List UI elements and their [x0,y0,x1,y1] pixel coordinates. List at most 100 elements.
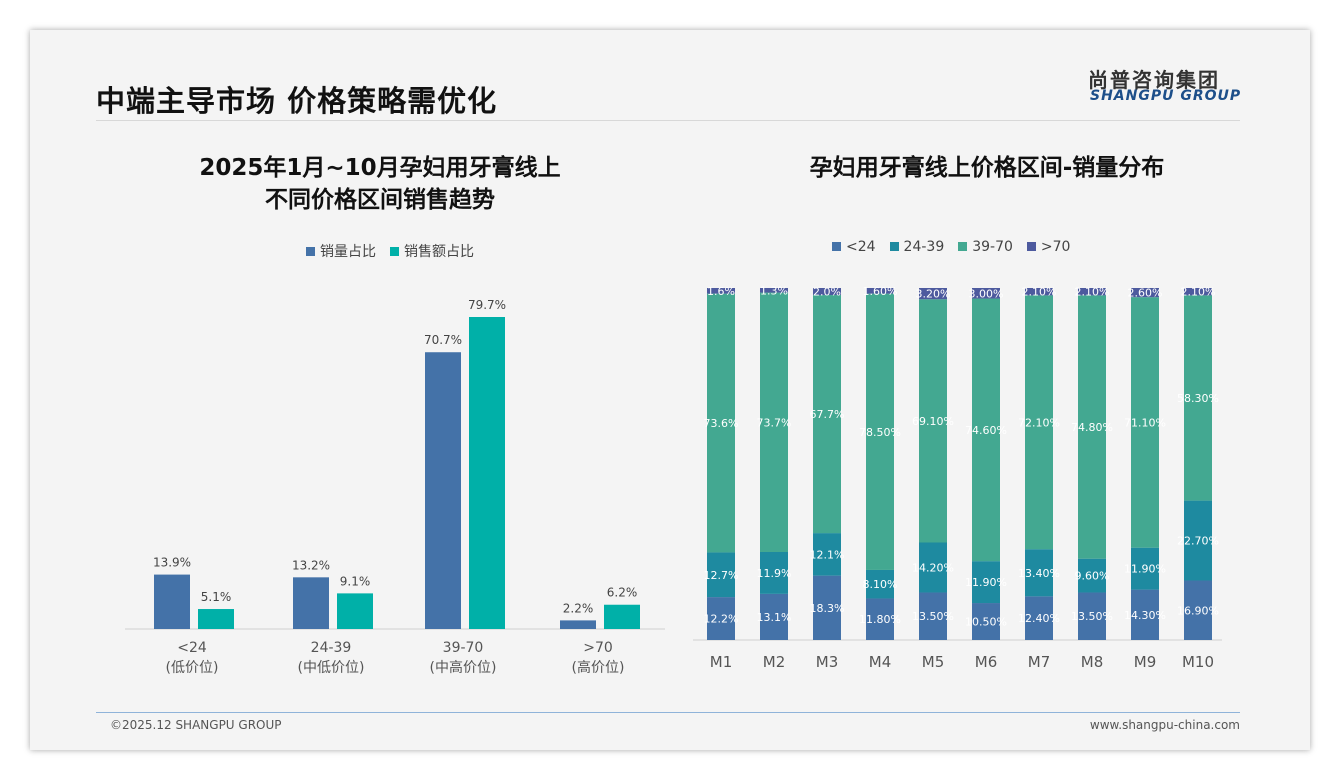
stacked-segment [866,288,894,294]
stacked-segment [972,298,1000,562]
segment-label: 1.3% [760,284,788,297]
stacked-segment [866,293,894,570]
data-label: 6.2% [607,586,638,600]
segment-label: 13.1% [757,611,792,624]
stacked-segment [1184,580,1212,640]
bar-amount [469,317,505,629]
right-chart-title: 孕妇用牙膏线上价格区间-销量分布 [809,155,1165,181]
segment-label: 2.10% [1022,286,1057,299]
segment-label: 14.20% [912,561,954,574]
segment-label: 12.2% [704,613,739,626]
x-tick-label: >70 [583,640,613,656]
legend-swatch [306,247,315,256]
footer-copyright: ©2025.12 SHANGPU GROUP [110,718,282,732]
footer-url: www.shangpu-china.com [1089,718,1240,732]
segment-label: 69.10% [912,415,954,428]
segment-label: 2.60% [1128,287,1163,300]
x-tick-label-month: M2 [763,653,786,671]
legend-swatch [832,242,841,251]
legend-label: >70 [1040,239,1071,255]
segment-label: 78.50% [859,426,901,439]
stacked-segment [813,533,841,576]
stacked-segment [1078,558,1106,593]
stacked-segment [1078,592,1106,640]
stacked-segment [972,603,1000,640]
legend-item-24-39: 24-39 [889,239,945,255]
bar-amount [337,593,373,629]
segment-label: 71.10% [1124,416,1166,429]
bar-amount [604,604,640,629]
bar-volume [425,352,461,629]
segment-label: 2.10% [1075,286,1110,299]
stacked-segment [1131,288,1159,298]
segment-label: 73.7% [757,416,792,429]
x-tick-sublabel: (中低价位) [298,660,365,676]
bar-amount [198,609,234,629]
x-tick-label-month: M1 [710,653,733,671]
x-tick-label: 39-70 [443,640,484,656]
stacked-segment [1078,295,1106,559]
page-title: 中端主导市场 价格策略需优化 [96,84,498,118]
stacked-segment [1184,295,1212,501]
stacked-segment [866,598,894,640]
data-label: 2.2% [563,601,594,615]
segment-label: 11.90% [1124,563,1166,576]
stacked-segment [919,299,947,543]
stacked-segment [813,575,841,640]
bar-volume [560,620,596,629]
segment-label: 8.10% [863,578,898,591]
segment-label: 13.50% [912,610,954,623]
left-chart-title: 2025年1月~10月孕妇用牙膏线上 不同价格区间销售趋势 [140,152,620,216]
logo-chinese: 尚普咨询集团 [1088,68,1220,92]
x-tick-label-month: M3 [816,653,839,671]
x-tick-label: <24 [177,640,207,656]
x-tick-label: 24-39 [311,640,352,656]
left-legend: 销量占比 销售额占比 [306,241,474,261]
data-label: 5.1% [201,590,232,604]
stacked-segment [760,288,788,293]
segment-label: 67.7% [810,408,845,421]
stacked-segment [760,593,788,640]
data-label: 79.7% [468,298,506,312]
segment-label: 16.90% [1177,604,1219,617]
segment-label: 12.1% [810,548,845,561]
x-tick-label-month: M8 [1081,653,1104,671]
data-label: 13.2% [292,558,330,572]
right-legend: <24 24-39 39-70 >70 [832,239,1070,255]
legend-label: 24-39 [903,239,945,255]
segment-label: 73.6% [704,417,739,430]
stacked-segment [707,288,735,294]
legend-item-volume: 销量占比 [306,241,376,261]
data-label: 13.9% [153,556,191,570]
stacked-segment [1131,547,1159,590]
bar-volume [154,574,190,629]
segment-label: 13.50% [1071,610,1113,623]
legend-swatch [958,242,968,251]
segment-label: 1.60% [863,285,898,298]
legend-label: 销售额占比 [404,244,474,260]
x-tick-label-month: M7 [1028,653,1051,671]
segment-label: 14.30% [1124,609,1166,622]
stacked-segment [1025,549,1053,597]
segment-label: 18.3% [810,602,845,615]
stacked-segment [1025,288,1053,296]
segment-label: 3.20% [916,288,951,301]
x-tick-label-month: M9 [1134,653,1157,671]
segment-label: 72.10% [1018,416,1060,429]
x-tick-sublabel: (中高价位) [430,659,497,676]
stacked-segment [919,592,947,640]
stacked-segment [1131,297,1159,548]
stacked-segment [1184,288,1212,296]
stacked-segment [1078,288,1106,296]
stacked-segment [813,295,841,534]
segment-label: 11.80% [859,613,901,626]
x-tick-sublabel: (低价位) [166,660,219,676]
legend-item-gt70: >70 [1026,239,1071,255]
x-tick-label-month: M6 [975,653,998,671]
segment-label: 58.30% [1177,392,1219,405]
legend-swatch [889,242,899,251]
segment-label: 1.6% [707,285,735,298]
legend-swatch [1026,242,1036,251]
segment-label: 3.00% [969,287,1004,300]
